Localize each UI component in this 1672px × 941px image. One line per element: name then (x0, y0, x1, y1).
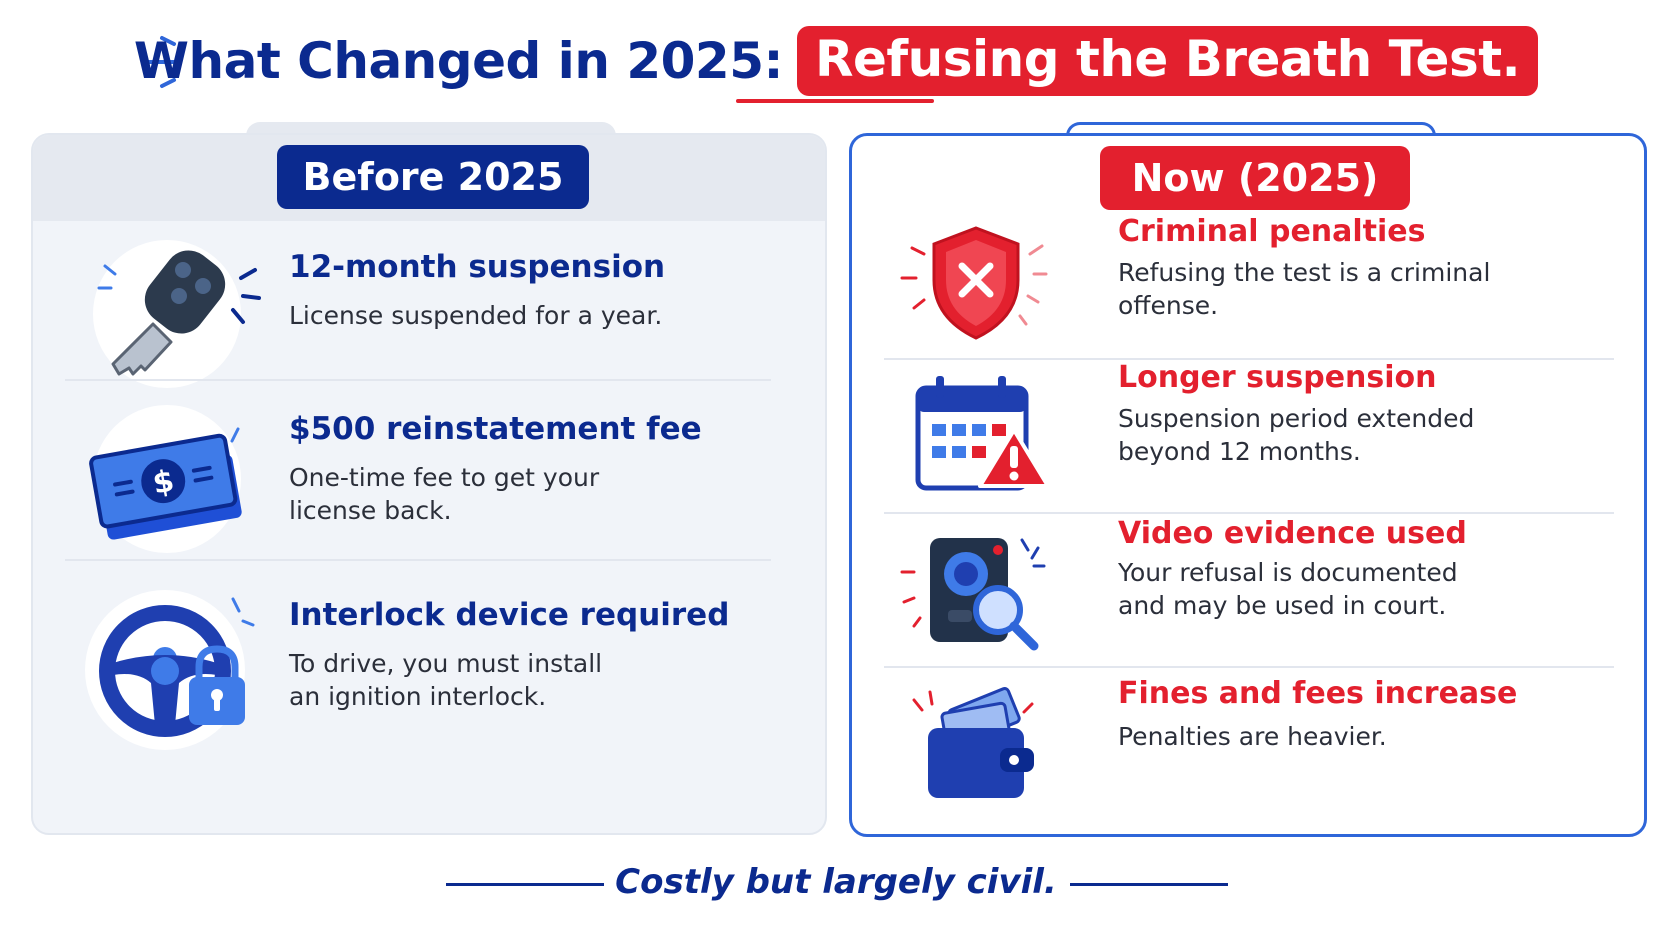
calendar-warning-icon (915, 376, 1050, 491)
before-item-1-desc: License suspended for a year. (289, 301, 663, 330)
car-key-icon (97, 250, 261, 376)
left-panel-tab (246, 122, 616, 136)
before-divider-1 (65, 379, 771, 381)
before-divider-2 (65, 559, 771, 561)
now-item-1-desc: Refusing the test is a criminal offense. (1118, 258, 1491, 320)
before-item-1-title: 12-month suspension (289, 249, 666, 285)
now-item-3-title: Video evidence used (1118, 516, 1467, 551)
before-item-2-title: $500 reinstatement fee (289, 411, 702, 447)
now-label: Now (2025) (1100, 146, 1410, 210)
now-item-4-desc: Penalties are heavier. (1118, 722, 1387, 751)
before-item-2-desc: One-time fee to get your license back. (289, 463, 600, 525)
now-divider-1 (884, 358, 1614, 360)
now-item-1-title: Criminal penalties (1118, 214, 1426, 249)
title-main: What Changed in 2025: (133, 32, 784, 90)
left-accent-icon (142, 36, 176, 88)
wallet-icon (912, 687, 1034, 798)
before-panel: Before 2025 12-month suspension License … (31, 133, 827, 835)
shield-x-icon (900, 226, 1048, 340)
now-item-2-desc: Suspension period extended beyond 12 mon… (1118, 404, 1475, 466)
body-camera-icon (900, 538, 1046, 651)
footer-line-left (446, 883, 604, 886)
now-divider-3 (884, 666, 1614, 668)
footer-tagline: Costly but largely civil. (615, 862, 1057, 902)
now-item-4-title: Fines and fees increase (1118, 676, 1518, 711)
right-panel-tab (1066, 122, 1436, 136)
title-highlight: Refusing the Breath Test. (796, 26, 1539, 96)
now-panel: Now (2025) Criminal penalties Refusing t… (849, 133, 1647, 837)
steering-wheel-lock-icon (99, 597, 255, 737)
before-label: Before 2025 (277, 145, 589, 209)
now-item-2-title: Longer suspension (1118, 360, 1437, 395)
money-bill-icon: $ (89, 427, 242, 540)
now-item-3-desc: Your refusal is documented and may be us… (1118, 558, 1458, 620)
page-title: What Changed in 2025: Refusing the Breat… (0, 20, 1672, 102)
now-divider-2 (884, 512, 1614, 514)
footer-line-right (1070, 883, 1228, 886)
before-item-3-title: Interlock device required (289, 597, 730, 633)
before-item-3-desc: To drive, you must install an ignition i… (289, 649, 603, 711)
title-underline (736, 99, 934, 103)
